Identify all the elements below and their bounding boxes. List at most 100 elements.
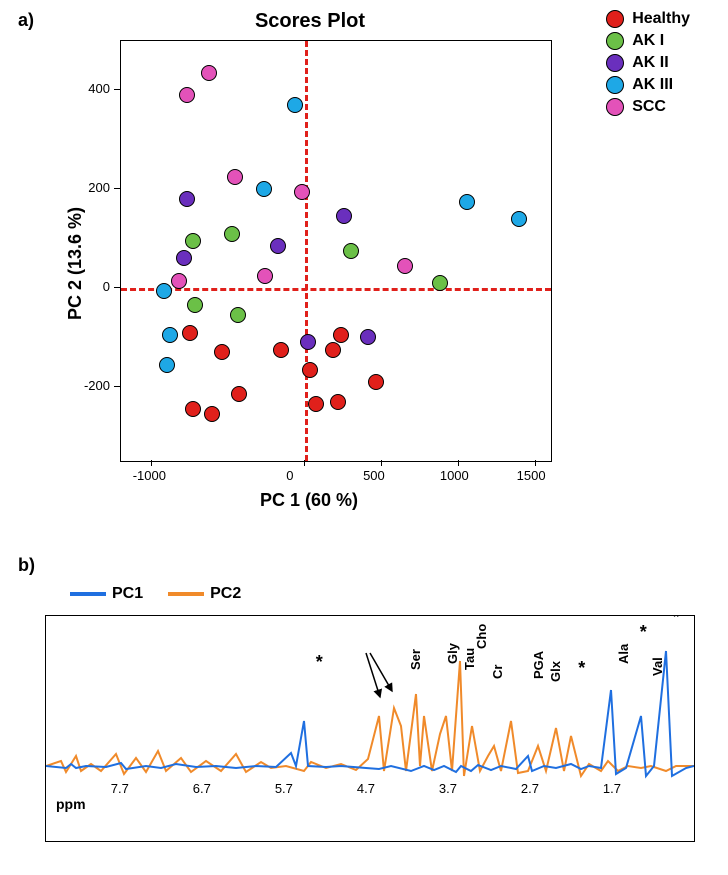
scatter-point (368, 374, 384, 390)
scatter-point (294, 184, 310, 200)
scatter-point (171, 273, 187, 289)
legend-swatch-icon (606, 54, 624, 72)
scores-plot-inner (121, 41, 551, 461)
xtick-label: -1000 (133, 468, 166, 483)
xtick-mark (151, 460, 152, 466)
scatter-point (325, 342, 341, 358)
scatter-point (214, 344, 230, 360)
scatter-point (257, 268, 273, 284)
scatter-point (185, 401, 201, 417)
ytick-label: 400 (75, 81, 110, 96)
ref-horizontal-line (121, 288, 551, 291)
scatter-point (201, 65, 217, 81)
scatter-point (231, 386, 247, 402)
spectrum-xtick: 3.7 (439, 781, 457, 796)
scatter-point (159, 357, 175, 373)
peak-annotation: Cho (474, 624, 489, 649)
scores-plot-title: Scores Plot (60, 10, 560, 33)
scatter-point (300, 334, 316, 350)
scatter-point (270, 238, 286, 254)
scatter-point (182, 325, 198, 341)
legend-swatch-icon (606, 10, 624, 28)
loadings-region: PC1PC2 ppm 7.76.75.74.73.72.71.7-0.500.2… (20, 560, 710, 860)
peak-annotation: Cr (490, 665, 505, 679)
xtick-label: 500 (363, 468, 385, 483)
scatter-point (227, 169, 243, 185)
legend-label: SCC (632, 98, 666, 116)
scatter-point (179, 87, 195, 103)
scatter-point (333, 327, 349, 343)
star-marker-icon: * (578, 658, 585, 679)
scores-plot-frame (120, 40, 552, 462)
peak-annotation: Gly (445, 643, 460, 664)
legend-item: AK III (606, 76, 690, 94)
scatter-point (230, 307, 246, 323)
legend-line-icon (70, 592, 106, 596)
panel-a-label: a) (18, 10, 34, 31)
ytick-mark (114, 287, 120, 288)
legend-item: AK I (606, 32, 690, 50)
xtick-mark (381, 460, 382, 466)
peak-annotation: Ala (616, 644, 631, 664)
legend-label: AK II (632, 54, 668, 72)
star-marker-icon: * (316, 652, 323, 673)
peak-annotation: Val (650, 657, 665, 676)
legend-label: Healthy (632, 10, 690, 28)
ytick-mark (114, 386, 120, 387)
legend-item: AK II (606, 54, 690, 72)
xtick-mark (458, 460, 459, 466)
scatter-point (308, 396, 324, 412)
spectrum-xtick: 7.7 (111, 781, 129, 796)
loadings-legend-item: PC2 (168, 585, 241, 603)
spectrum-xtick: 5.7 (275, 781, 293, 796)
spectrum-xtick: 1.7 (603, 781, 621, 796)
peak-annotation: PGA (531, 651, 546, 679)
spectrum-svg (46, 616, 694, 841)
spectrum-xtick: 2.7 (521, 781, 539, 796)
legend-label: AK III (632, 76, 673, 94)
scatter-point (343, 243, 359, 259)
peak-annotation: Ser (408, 649, 423, 670)
loadings-legend-label: PC1 (112, 585, 143, 602)
scatter-point (162, 327, 178, 343)
spectrum-frame: ppm 7.76.75.74.73.72.71.7-0.500.25SerGly… (45, 615, 695, 842)
scatter-point (224, 226, 240, 242)
spectrum-xtick: 6.7 (193, 781, 211, 796)
scatter-point (176, 250, 192, 266)
scores-ylabel: PC 2 (13.6 %) (65, 207, 86, 320)
ser-arrows-icon (356, 651, 401, 706)
legend-label: AK I (632, 32, 664, 50)
loadings-legend-item: PC1 (70, 585, 143, 603)
xtick-label: 1000 (440, 468, 469, 483)
loadings-legend-label: PC2 (210, 585, 241, 602)
scatter-point (511, 211, 527, 227)
spectrum-xtick: 4.7 (357, 781, 375, 796)
scatter-point (397, 258, 413, 274)
ytick-mark (114, 89, 120, 90)
xtick-label: 0 (286, 468, 293, 483)
peak-annotation: Glx (548, 661, 563, 682)
star-marker-icon: * (640, 622, 647, 643)
xtick-label: 1500 (517, 468, 546, 483)
scatter-point (459, 194, 475, 210)
scatter-point (185, 233, 201, 249)
scatter-point (179, 191, 195, 207)
scores-xlabel: PC 1 (60 %) (260, 490, 358, 511)
scatter-point (287, 97, 303, 113)
scatter-point (204, 406, 220, 422)
scatter-point (256, 181, 272, 197)
legend-swatch-icon (606, 32, 624, 50)
scatter-point (336, 208, 352, 224)
legend-swatch-icon (606, 76, 624, 94)
legend-line-icon (168, 592, 204, 596)
ppm-label: ppm (56, 796, 86, 812)
scatter-point (432, 275, 448, 291)
peak-annotation: Tau (462, 648, 477, 670)
star-marker-icon: * (673, 615, 680, 628)
ytick-label: 0 (75, 279, 110, 294)
scores-plot-region: Scores Plot Healthy AK I AK II AK III SCC PC… (60, 10, 690, 530)
ytick-label: 200 (75, 180, 110, 195)
legend-item: SCC (606, 98, 690, 116)
ytick-mark (114, 188, 120, 189)
scatter-point (156, 283, 172, 299)
